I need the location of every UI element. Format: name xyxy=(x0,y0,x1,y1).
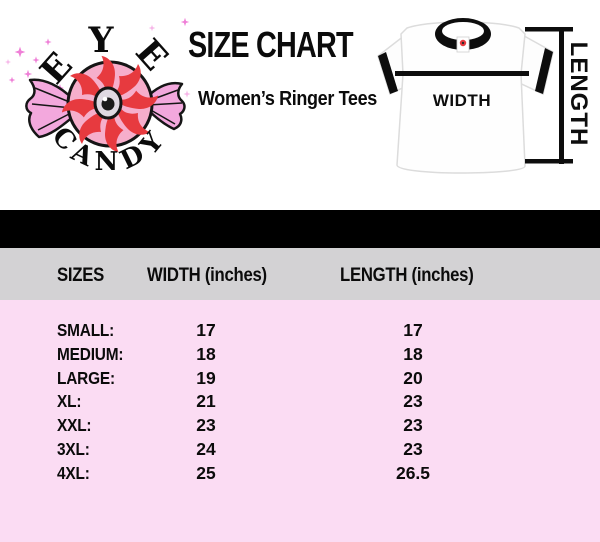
width-cell: 24 xyxy=(196,438,216,459)
size-cell: XXL: xyxy=(57,415,92,436)
column-header-width: WIDTH (inches) xyxy=(147,265,267,286)
length-cell: 17 xyxy=(403,320,423,340)
size-cell: SMALL: xyxy=(57,320,115,340)
column-header-length: LENGTH (inches) xyxy=(340,265,474,286)
table-row: XXL: 23 23 xyxy=(0,415,600,439)
eye-pupil xyxy=(93,86,123,120)
shirt-diagram: WIDTH LENGTH xyxy=(377,18,592,174)
width-cell: 21 xyxy=(196,391,216,412)
length-cell: 23 xyxy=(403,391,423,412)
size-cell: XL: xyxy=(57,391,82,412)
width-cell: 17 xyxy=(196,320,216,340)
length-cell: 26.5 xyxy=(395,462,431,483)
chest-stripe xyxy=(395,71,529,76)
length-cell: 23 xyxy=(403,415,423,436)
length-label: LENGTH xyxy=(565,42,592,147)
size-table-body: SMALL: 17 17 MEDIUM: 18 18 LARGE: 19 20 … xyxy=(0,300,600,542)
table-row: SMALL: 17 17 xyxy=(0,320,600,344)
size-cell: MEDIUM: xyxy=(57,343,124,364)
length-cell: 23 xyxy=(403,438,423,459)
left-cuff xyxy=(378,52,398,94)
table-row: MEDIUM: 18 18 xyxy=(0,344,600,368)
table-row: XL: 21 23 xyxy=(0,391,600,415)
collar xyxy=(435,18,491,53)
candy-wrapper xyxy=(25,78,186,139)
size-cell: LARGE: xyxy=(57,367,115,388)
size-cell: 3XL: xyxy=(57,438,90,459)
length-cell: 18 xyxy=(403,343,423,364)
right-cuff xyxy=(535,48,553,94)
eyeball-candy xyxy=(59,53,161,155)
divider-bar xyxy=(0,210,600,248)
width-cell: 25 xyxy=(196,462,216,483)
table-row: 3XL: 24 23 xyxy=(0,439,600,463)
page-title: SIZE CHART xyxy=(188,24,354,65)
table-row: LARGE: 19 20 xyxy=(0,368,600,392)
table-row: 4XL: 25 26.5 xyxy=(0,463,600,487)
page-subtitle: Women’s Ringer Tees xyxy=(198,88,377,110)
length-cell: 20 xyxy=(403,367,423,388)
eye-candy-logo: EYE CANDY xyxy=(5,17,191,177)
table-header: SIZES WIDTH (inches) LENGTH (inches) xyxy=(0,248,600,300)
width-cell: 19 xyxy=(196,367,216,388)
column-header-sizes: SIZES xyxy=(57,265,104,286)
shirt-width-label: WIDTH xyxy=(433,91,491,110)
size-cell: 4XL: xyxy=(57,462,90,483)
width-cell: 18 xyxy=(196,343,216,364)
length-bracket xyxy=(525,27,573,164)
width-cell: 23 xyxy=(196,415,216,436)
